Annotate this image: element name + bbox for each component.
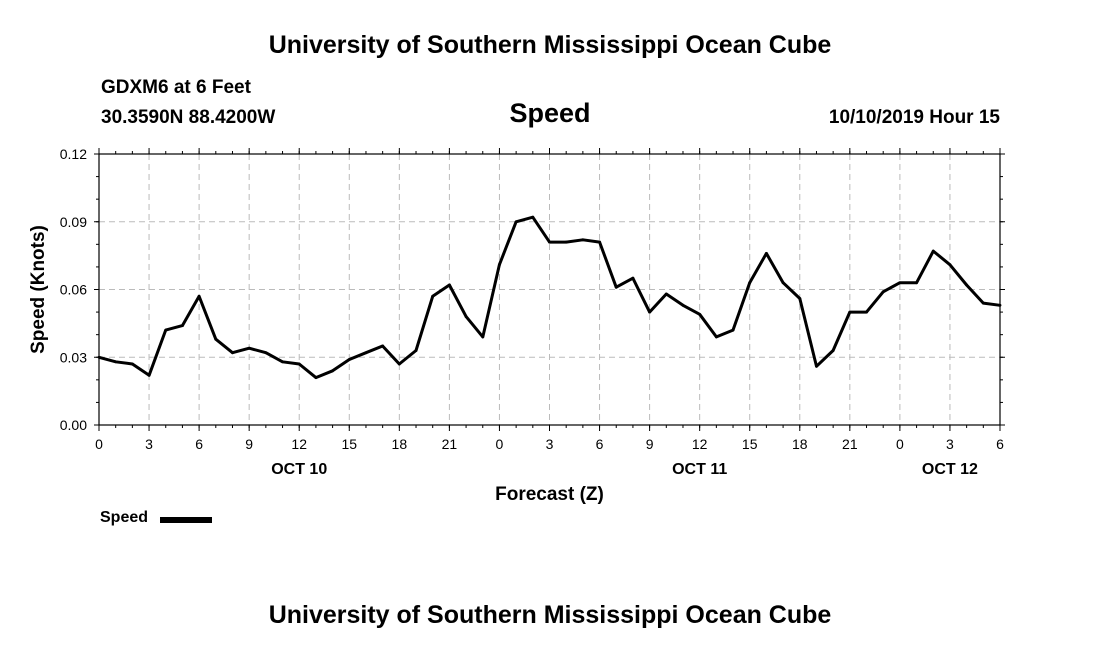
x-tick-label: 9	[646, 436, 654, 452]
data-point	[781, 281, 785, 285]
data-point	[698, 312, 702, 316]
y-tick-label: 0.12	[60, 146, 87, 162]
data-point	[397, 362, 401, 366]
data-point	[948, 263, 952, 267]
data-point	[514, 220, 518, 224]
data-point	[714, 335, 718, 339]
x-tick-label: 21	[842, 436, 858, 452]
legend-swatch	[160, 517, 212, 523]
data-point	[865, 310, 868, 314]
day-label: OCT 11	[672, 461, 727, 478]
data-point	[331, 369, 334, 373]
x-tick-label: 9	[245, 436, 253, 452]
data-point	[481, 335, 485, 339]
data-point	[598, 240, 601, 244]
data-point	[731, 328, 735, 332]
header-title: University of Southern Mississippi Ocean…	[268, 31, 832, 59]
footer-title: University of Southern Mississippi Ocean…	[268, 601, 832, 629]
data-point	[815, 364, 818, 368]
y-tick-label: 0.03	[60, 349, 87, 365]
data-point	[264, 351, 268, 355]
x-tick-label: 3	[145, 436, 153, 452]
data-point	[881, 290, 885, 294]
data-point	[648, 310, 652, 314]
grid-lines	[99, 154, 1000, 425]
data-point	[314, 376, 318, 379]
data-point	[614, 285, 618, 289]
x-tick-label: 15	[742, 436, 758, 452]
x-axis-title: Forecast (Z)	[495, 484, 604, 505]
data-point	[531, 215, 535, 219]
data-point	[831, 349, 835, 352]
date-label: 10/10/2019 Hour 15	[828, 107, 1000, 128]
y-axis-title: Speed (Knots)	[28, 225, 49, 354]
x-tick-label: 21	[442, 436, 458, 452]
y-tick-label: 0.09	[60, 214, 87, 230]
data-point	[631, 276, 635, 280]
data-point	[848, 310, 852, 314]
data-point	[798, 297, 802, 300]
station-label: GDXM6 at 6 Feet	[101, 77, 251, 98]
y-tick-label: 0.06	[60, 282, 87, 298]
data-point	[247, 346, 251, 350]
legend-label: Speed	[100, 509, 149, 526]
x-tick-label: 3	[546, 436, 554, 452]
x-tick-label: 6	[596, 436, 604, 452]
data-point	[431, 294, 435, 298]
chart-title: Speed	[509, 98, 591, 128]
coordinates-label: 30.3590N 88.4200W	[101, 107, 276, 128]
x-tick-label: 18	[792, 436, 808, 452]
data-point	[548, 240, 551, 244]
x-tick-label: 6	[195, 436, 203, 452]
x-tick-label: 6	[996, 436, 1004, 452]
data-point	[147, 373, 151, 377]
data-point	[181, 324, 184, 328]
data-point	[898, 281, 902, 285]
x-tick-label: 12	[692, 436, 708, 452]
data-point	[464, 315, 468, 318]
data-point	[981, 301, 985, 305]
data-point	[564, 240, 568, 244]
plot-frame	[98, 153, 1001, 426]
data-point	[447, 283, 451, 287]
data-point	[164, 328, 168, 332]
y-tick-label: 0.00	[60, 417, 87, 433]
data-point	[748, 281, 752, 285]
day-label: OCT 10	[271, 461, 327, 478]
data-point	[97, 355, 101, 359]
data-point	[998, 303, 1002, 307]
data-point	[664, 292, 668, 296]
data-point	[498, 263, 501, 267]
x-tick-label: 18	[392, 436, 408, 452]
data-point	[197, 294, 201, 298]
x-tick-label: 0	[95, 436, 103, 452]
data-point	[130, 362, 134, 366]
data-point	[931, 249, 935, 253]
data-point	[114, 360, 118, 364]
x-tick-label: 3	[946, 436, 954, 452]
data-point	[681, 303, 685, 307]
data-point	[364, 351, 368, 355]
data-point	[347, 358, 351, 361]
data-point	[581, 238, 585, 242]
data-point	[214, 337, 218, 341]
x-tick-label: 15	[341, 436, 357, 452]
series-layer	[97, 215, 1002, 380]
data-point	[281, 360, 284, 364]
data-point	[414, 349, 418, 352]
data-point	[915, 281, 918, 285]
axis-labels: 0.00 0.03 0.06 0.09 0.12 0 3 6 9 12 15 18 21 0 3 6 9 12 15…	[28, 146, 1004, 505]
data-point	[297, 362, 301, 366]
data-point	[965, 283, 969, 287]
data-point	[381, 344, 385, 348]
day-label: OCT 12	[922, 461, 978, 478]
data-point	[765, 251, 768, 255]
x-tick-label: 12	[291, 436, 307, 452]
x-tick-label: 0	[896, 436, 904, 452]
data-point	[231, 351, 234, 355]
x-tick-label: 0	[496, 436, 504, 452]
